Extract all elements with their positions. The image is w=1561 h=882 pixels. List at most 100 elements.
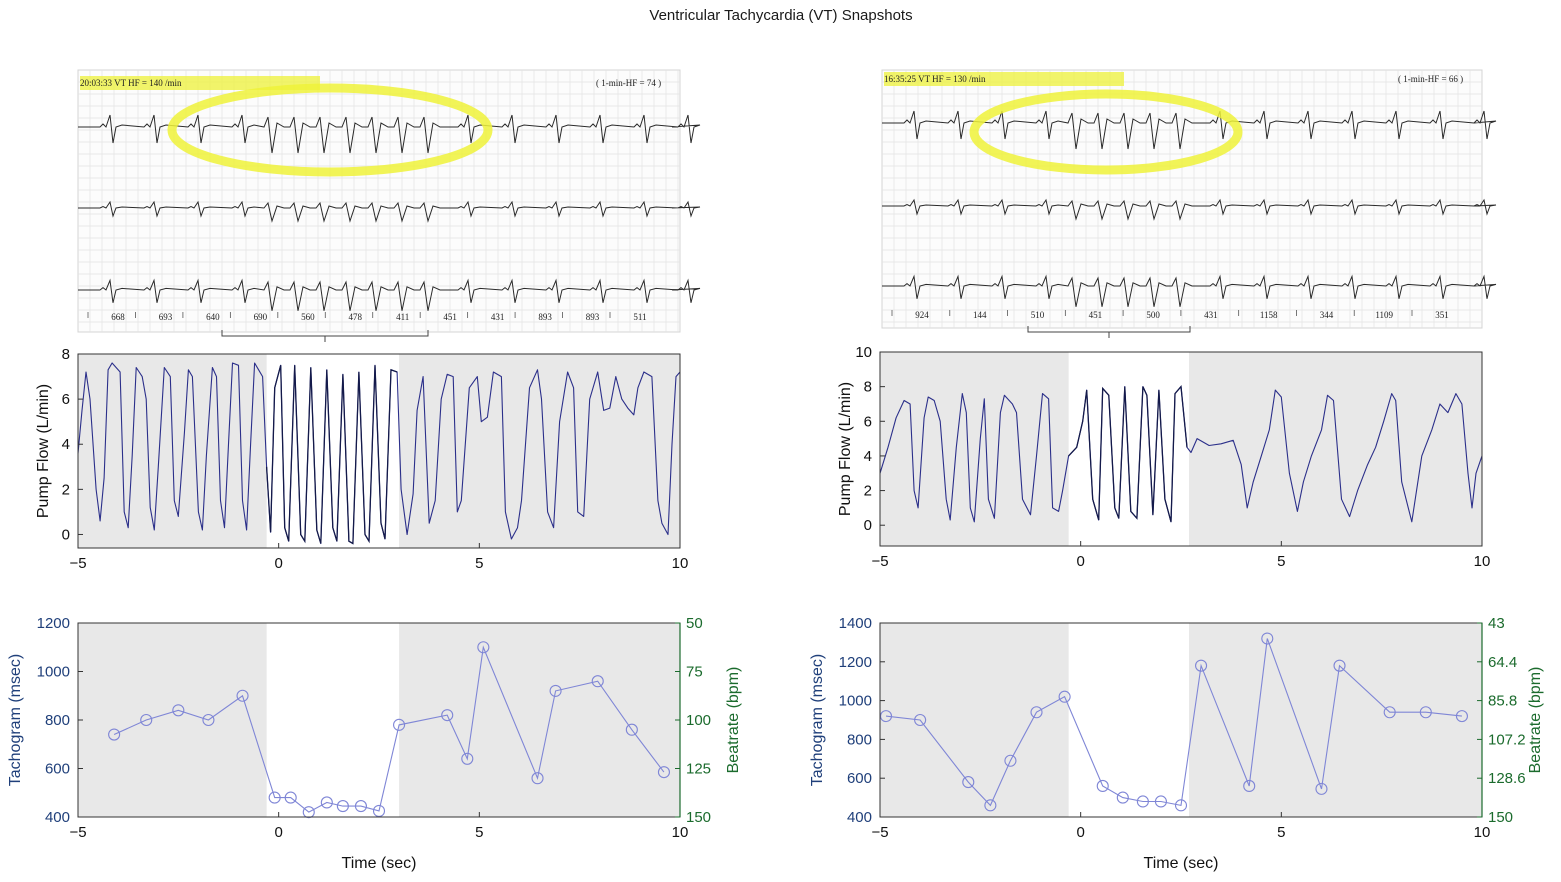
y2-tick-label: 150 (686, 809, 711, 826)
ecg-interval-label: 1109 (1375, 310, 1393, 320)
tachogram-point (1154, 795, 1167, 808)
ecg-interval-label: 500 (1146, 310, 1160, 320)
x-tick-label: 0 (274, 555, 282, 572)
page-title: Ventricular Tachycardia (VT) Snapshots (649, 7, 912, 24)
x-tick-label: −5 (69, 824, 86, 841)
ecg-grid (78, 70, 680, 332)
y-tick-label: 1400 (839, 615, 872, 632)
tachogram-point (1116, 791, 1129, 804)
x-tick-label: −5 (871, 824, 888, 841)
x-tick-label: 5 (475, 824, 483, 841)
tachogram-point (172, 704, 185, 717)
y-tick-label: 1200 (37, 615, 70, 632)
y-tick-label: 800 (847, 731, 872, 748)
x-tick-label: 0 (1076, 553, 1084, 570)
x-tick-label: 10 (1474, 824, 1491, 841)
ecg-interval-label: 431 (1204, 310, 1218, 320)
x-axis-label: Time (sec) (342, 855, 417, 872)
ecg-paper (77, 69, 681, 333)
y2-tick-label: 128.6 (1488, 770, 1526, 787)
tachogram-point (461, 752, 474, 765)
vt-window (266, 623, 400, 817)
ecg-trace (78, 278, 701, 311)
y-tick-label: 0 (62, 526, 70, 543)
ecg-interval-label: 451 (443, 312, 457, 322)
vt-highlight-circle (167, 83, 493, 177)
tachogram-point (336, 800, 349, 813)
y2-tick-label: 75 (686, 664, 703, 681)
y-tick-label: 600 (847, 770, 872, 787)
tachogram-point (284, 791, 297, 804)
y-tick-label: 8 (62, 346, 70, 363)
y-tick-label: 0 (864, 517, 872, 534)
ecg-trace (78, 114, 701, 154)
y-tick-label: 6 (864, 413, 872, 430)
ecg-interval-labels: 668 693 640 690 560 478 411 451 431 893 893 511 (87, 312, 647, 342)
tachogram-point (1261, 632, 1274, 645)
tachogram-point (1419, 706, 1432, 719)
ecg-interval-label: 144 (973, 310, 987, 320)
ecg-traces (78, 114, 701, 311)
tachogram-point (477, 641, 490, 654)
ecg-interval-label: 1158 (1260, 310, 1278, 320)
tachogram-point (591, 675, 604, 688)
y-tick-label: 1000 (839, 693, 872, 710)
tachogram-point (1243, 779, 1256, 793)
y-axis-label: Pump Flow (L/min) (837, 382, 854, 516)
tachogram-point (236, 689, 249, 702)
x-tick-label: 0 (274, 824, 282, 841)
pump-flow-chart-right: −5 0 5 10 0 2 4 6 8 10 Pump Flow (L/min) (837, 344, 1490, 570)
ecg-interval-label: 351 (1435, 310, 1449, 320)
tachogram-point (1004, 754, 1017, 767)
x-tick-label: 10 (672, 824, 689, 841)
ecg-interval-label: 511 (633, 312, 646, 322)
x-tick-label: 0 (1076, 824, 1084, 841)
tachogram-point (657, 766, 670, 779)
pump-flow-chart-left: −5 0 5 10 0 2 4 6 8 Pump Flow (L/min) (35, 346, 688, 572)
ecg-header: 16:35:25 VT HF = 130 /min (884, 74, 986, 84)
pump-flow-line-vt (265, 365, 398, 545)
y2-tick-label: 107.2 (1488, 731, 1526, 748)
ecg-strip-left: 20:03:33 VT HF = 140 /min ( 1-min-HF = 7… (77, 69, 701, 342)
y-tick-label: 8 (864, 379, 872, 396)
y2-tick-label: 43 (1488, 615, 1505, 632)
ecg-trace (882, 274, 1497, 307)
ecg-trace (882, 110, 1497, 150)
tachogram-line (113, 645, 665, 813)
ecg-interval-label: 344 (1320, 310, 1334, 320)
tachogram-point (1315, 782, 1328, 795)
ecg-traces (882, 110, 1497, 307)
y-axis-label: Pump Flow (L/min) (35, 384, 52, 518)
tachogram-point (879, 710, 893, 723)
y-axis-label: Tachogram (msec) (7, 654, 24, 786)
x-tick-label: −5 (69, 555, 86, 572)
tachogram-chart-left: −5 0 5 10 400 600 800 1000 1200 Tachogram (msec) 5… (7, 615, 742, 872)
tachogram-point (1455, 710, 1468, 723)
tachogram-point (268, 791, 281, 804)
x-axis-label: Time (sec) (1144, 855, 1219, 872)
ecg-header-right: ( 1-min-HF = 74 ) (596, 78, 661, 88)
tachogram-point (962, 776, 975, 789)
tachogram-point (202, 713, 215, 727)
y-tick-label: 600 (45, 761, 70, 778)
tachogram-point (1136, 795, 1149, 808)
y-tick-label: 400 (45, 809, 70, 826)
ecg-interval-label: 510 (1031, 310, 1045, 320)
tachogram-point (354, 800, 367, 813)
tachogram-point (531, 772, 544, 785)
tachogram-point (302, 806, 315, 819)
tachogram-point (108, 728, 121, 741)
y-tick-label: 1000 (37, 664, 70, 681)
tachogram-point (1195, 659, 1208, 672)
x-tick-label: 5 (475, 555, 483, 572)
y2-tick-label: 150 (1488, 809, 1513, 826)
ecg-interval-label: 411 (396, 312, 409, 322)
tachogram-point (140, 713, 153, 727)
highlight-mark (80, 76, 320, 90)
tachogram-point (320, 796, 333, 809)
ecg-interval-label: 560 (301, 312, 315, 322)
ecg-interval-label: 478 (349, 312, 363, 322)
plot-frame (879, 351, 1483, 547)
ecg-interval-label: 893 (538, 312, 552, 322)
ecg-interval-label: 668 (111, 312, 125, 322)
